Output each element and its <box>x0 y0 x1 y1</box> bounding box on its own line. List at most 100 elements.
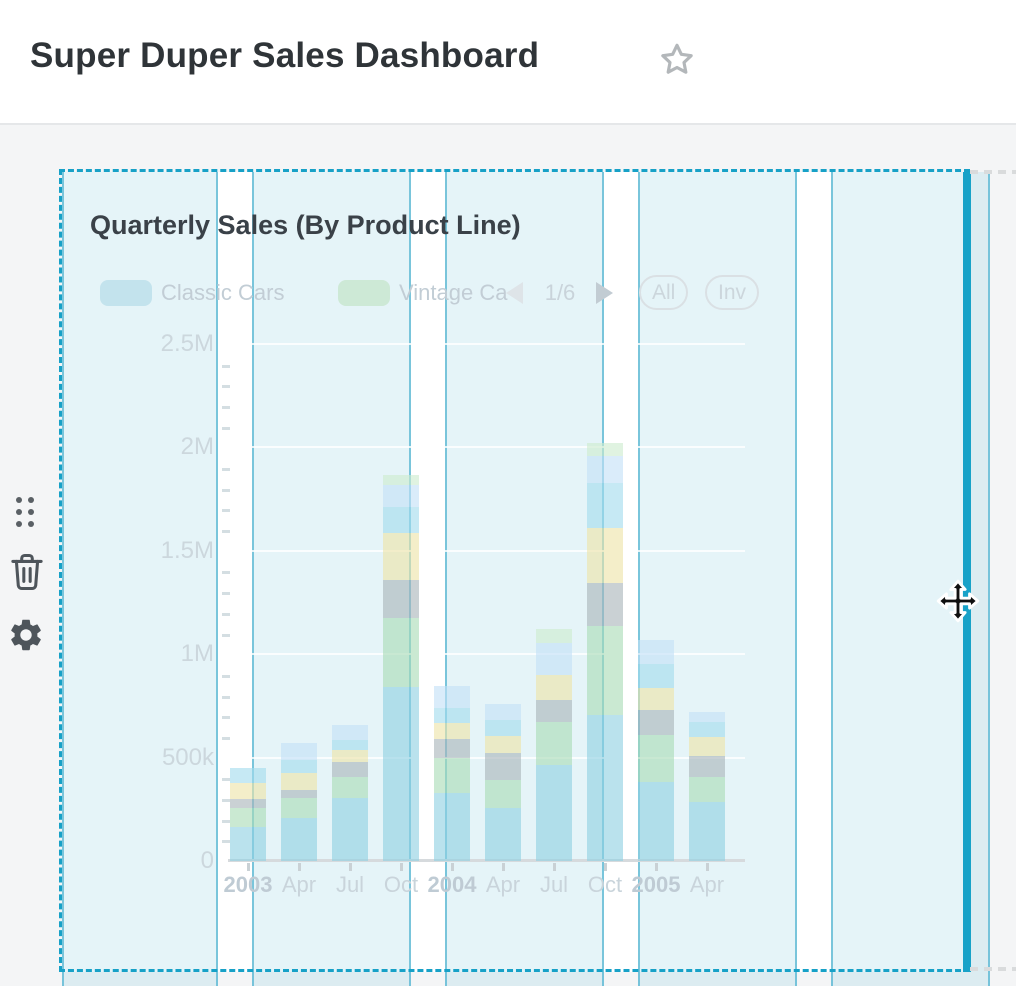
y-axis-minor-tick <box>222 426 230 430</box>
y-axis-minor-tick <box>222 571 230 575</box>
x-axis-label: Apr <box>689 872 725 897</box>
bar-segment[interactable] <box>689 736 725 756</box>
x-axis-tick <box>706 863 709 871</box>
bar-segment[interactable] <box>638 734 674 783</box>
bar-segment[interactable] <box>383 618 419 688</box>
bar-segment[interactable] <box>485 780 521 809</box>
card-resize-edge[interactable] <box>963 172 971 972</box>
bar-segment[interactable] <box>281 797 317 818</box>
bar-segment[interactable] <box>383 484 419 508</box>
y-axis-minor-tick <box>222 592 230 596</box>
bar-segment[interactable] <box>587 528 623 583</box>
bar-segment[interactable] <box>536 764 572 861</box>
bar-segment[interactable] <box>485 735 521 754</box>
legend-all-button[interactable]: All <box>639 275 689 310</box>
bar-segment[interactable] <box>536 722 572 765</box>
bar-segment[interactable] <box>536 629 572 643</box>
bar-segment[interactable] <box>689 712 725 723</box>
bar-segment[interactable] <box>536 699 572 723</box>
legend-swatch-classic-cars[interactable] <box>100 280 152 306</box>
y-axis-minor-tick <box>222 695 230 699</box>
bar-segment[interactable] <box>332 724 368 740</box>
ghost-outline-bottom <box>970 967 1016 971</box>
bar-segment[interactable] <box>332 740 368 751</box>
bar-segment[interactable] <box>332 761 368 778</box>
legend-prev-icon[interactable] <box>506 282 523 304</box>
bar-segment[interactable] <box>434 792 470 861</box>
bar-segment[interactable] <box>638 688 674 711</box>
bar-segment[interactable] <box>638 639 674 664</box>
y-axis-minor-tick <box>222 674 230 678</box>
x-axis-tick <box>400 863 403 871</box>
bar-segment[interactable] <box>689 802 725 861</box>
y-axis-label: 500k <box>161 743 214 771</box>
page-title: Super Duper Sales Dashboard <box>30 36 540 75</box>
favorite-star-icon[interactable] <box>656 40 698 80</box>
chart-legend: Classic Cars Vintage Ca 1/6 All Inv <box>62 273 970 313</box>
x-axis-label: Oct <box>587 872 623 897</box>
bar-segment[interactable] <box>638 782 674 861</box>
bar-segment[interactable] <box>383 533 419 580</box>
legend-swatch-vintage-cars[interactable] <box>338 280 390 306</box>
bar-segment[interactable] <box>230 798 266 809</box>
bar-segment[interactable] <box>638 663 674 689</box>
legend-page-indicator: 1/6 <box>544 280 576 305</box>
legend-label-vintage-cars[interactable]: Vintage Ca <box>399 280 508 305</box>
bar-segment[interactable] <box>434 723 470 739</box>
bar-segment[interactable] <box>536 674 572 700</box>
bar-segment[interactable] <box>230 826 266 861</box>
y-axis-minor-tick <box>222 488 230 492</box>
bar-segment[interactable] <box>638 710 674 735</box>
bar-segment[interactable] <box>281 773 317 790</box>
bar-segment[interactable] <box>281 743 317 760</box>
y-axis-minor-tick <box>222 530 230 534</box>
bar-segment[interactable] <box>332 777 368 798</box>
bar-segment[interactable] <box>434 738 470 758</box>
bar-segment[interactable] <box>383 475 419 485</box>
bar-segment[interactable] <box>383 507 419 534</box>
bar-segment[interactable] <box>587 626 623 716</box>
trash-icon[interactable] <box>9 552 45 592</box>
dashboard-header: Super Duper Sales Dashboard <box>0 0 1016 125</box>
legend-label-classic-cars[interactable]: Classic Cars <box>161 280 285 305</box>
x-axis-tick <box>655 863 658 871</box>
bar-segment[interactable] <box>332 750 368 762</box>
bar-segment[interactable] <box>689 777 725 803</box>
x-axis-label: Apr <box>281 872 317 897</box>
y-gridline <box>228 653 745 656</box>
y-axis-label: 2M <box>180 433 214 461</box>
x-axis-tick <box>298 863 301 871</box>
bar-segment[interactable] <box>383 687 419 861</box>
legend-invert-button[interactable]: Inv <box>705 275 760 310</box>
bar-segment[interactable] <box>281 789 317 798</box>
bar-segment[interactable] <box>587 443 623 456</box>
bar-segment[interactable] <box>689 722 725 737</box>
bar-segment[interactable] <box>281 817 317 861</box>
bar-segment[interactable] <box>383 579 419 618</box>
bar-segment[interactable] <box>332 797 368 861</box>
x-axis-tick <box>604 863 607 871</box>
x-axis-label: 2004 <box>427 872 477 897</box>
bar-segment[interactable] <box>230 783 266 799</box>
bar-segment[interactable] <box>230 767 266 784</box>
bar-segment[interactable] <box>587 455 623 483</box>
bar-segment[interactable] <box>434 757 470 793</box>
bar-segment[interactable] <box>230 808 266 827</box>
x-axis-label: 2003 <box>223 872 273 897</box>
bar-segment[interactable] <box>689 755 725 778</box>
bar-segment[interactable] <box>587 582 623 627</box>
bar-segment[interactable] <box>536 642 572 675</box>
bar-segment[interactable] <box>485 753 521 781</box>
gear-icon[interactable] <box>7 614 45 656</box>
bar-segment[interactable] <box>434 686 470 708</box>
x-axis-tick <box>247 863 250 871</box>
bar-segment[interactable] <box>587 715 623 861</box>
bar-segment[interactable] <box>281 759 317 774</box>
drag-handle-icon[interactable] <box>16 497 34 527</box>
bar-segment[interactable] <box>485 808 521 861</box>
bar-segment[interactable] <box>434 707 470 724</box>
bar-segment[interactable] <box>587 482 623 529</box>
bar-segment[interactable] <box>485 703 521 721</box>
bar-segment[interactable] <box>485 720 521 736</box>
legend-next-icon[interactable] <box>596 282 613 304</box>
